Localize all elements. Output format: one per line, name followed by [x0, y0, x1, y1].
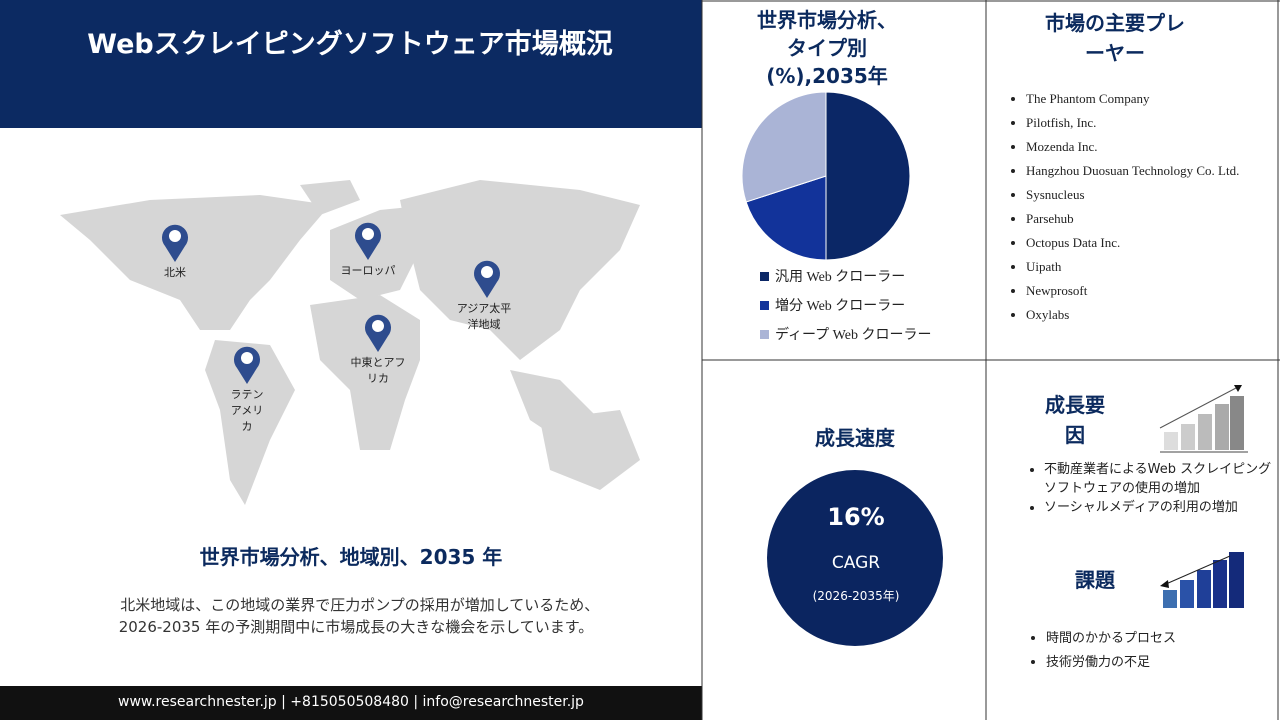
pin-label: ヨーロッパ — [340, 264, 396, 277]
pie-chart — [741, 91, 911, 261]
pie-title: 世界市場分析、タイプ別 (%),2035年 — [757, 8, 897, 88]
list-item: Sysnucleus — [1026, 183, 1274, 207]
pin-label: アジア太平洋地域 — [456, 302, 512, 331]
list-item: 不動産業者によるWeb スクレイピング ソフトウェアの使用の増加 — [1044, 460, 1274, 498]
cagr-label: CAGR — [831, 553, 881, 573]
pie-slice — [741, 91, 827, 203]
legend-swatch — [760, 330, 769, 339]
list-item: Pilotfish, Inc. — [1026, 111, 1274, 135]
world-map — [60, 180, 640, 505]
legend-swatch — [760, 301, 769, 310]
pie-slice — [825, 91, 911, 261]
legend-label: 汎用 Web クローラー — [775, 270, 906, 285]
challenges-title: 課題 — [1075, 568, 1115, 592]
map-description: 北米地域は、この地域の業界で圧力ポンプの採用が増加しているため、 2026-20… — [118, 596, 607, 636]
list-item: ソーシャルメディアの利用の増加 — [1044, 498, 1274, 517]
map-pins — [162, 222, 500, 384]
pie-slice — [745, 175, 827, 261]
cagr-circle — [767, 470, 943, 646]
legend-item: 増分 Web クローラー — [760, 295, 911, 315]
factors-title: 成長要因 — [1045, 393, 1105, 447]
list-item: 時間のかかるプロセス — [1046, 626, 1276, 650]
header-band — [0, 0, 702, 128]
footer-band — [0, 686, 702, 720]
pin-label: 中東とアフリカ — [350, 356, 406, 385]
legend-label: 増分 Web クローラー — [775, 299, 906, 314]
list-item: 技術労働力の不足 — [1046, 650, 1276, 674]
growth-title: 成長速度 — [815, 426, 895, 450]
list-item: Oxylabs — [1026, 303, 1274, 327]
list-item: The Phantom Company — [1026, 87, 1274, 111]
list-item: Parsehub — [1026, 207, 1274, 231]
cagr-period: (2026-2035年) — [812, 589, 900, 603]
cagr-value: 16% — [827, 503, 885, 531]
list-item: Newprosoft — [1026, 279, 1274, 303]
list-item: Octopus Data Inc. — [1026, 231, 1274, 255]
growth-icon — [1159, 385, 1248, 453]
map-title: 世界市場分析、地域別、2035 年 — [199, 545, 503, 569]
legend-swatch — [760, 272, 769, 281]
list-item: Uipath — [1026, 255, 1274, 279]
legend-label: ディープ Web クローラー — [775, 328, 932, 343]
pin-label: 北米 — [164, 266, 186, 279]
list-item: Hangzhou Duosuan Technology Co. Ltd. — [1026, 159, 1274, 183]
legend-item: ディープ Web クローラー — [760, 324, 938, 344]
dividers — [701, 0, 1280, 720]
pin-label: ラテンアメリカ — [230, 388, 264, 433]
header-title: Webスクレイピングソフトウェア市場概況 — [87, 29, 613, 60]
challenge-icon — [1160, 552, 1244, 608]
challenges-list: 時間のかかるプロセス技術労働力の不足 — [1028, 626, 1276, 674]
legend-item: 汎用 Web クローラー — [760, 266, 911, 286]
factors-list: 不動産業者によるWeb スクレイピング ソフトウェアの使用の増加ソーシャルメディ… — [1026, 460, 1274, 517]
footer-text: www.researchnester.jp | +815050508480 | … — [118, 694, 584, 710]
list-item: Mozenda Inc. — [1026, 135, 1274, 159]
players-list: The Phantom CompanyPilotfish, Inc.Mozend… — [1008, 87, 1274, 327]
players-title: 市場の主要プレーヤー — [1045, 11, 1185, 65]
